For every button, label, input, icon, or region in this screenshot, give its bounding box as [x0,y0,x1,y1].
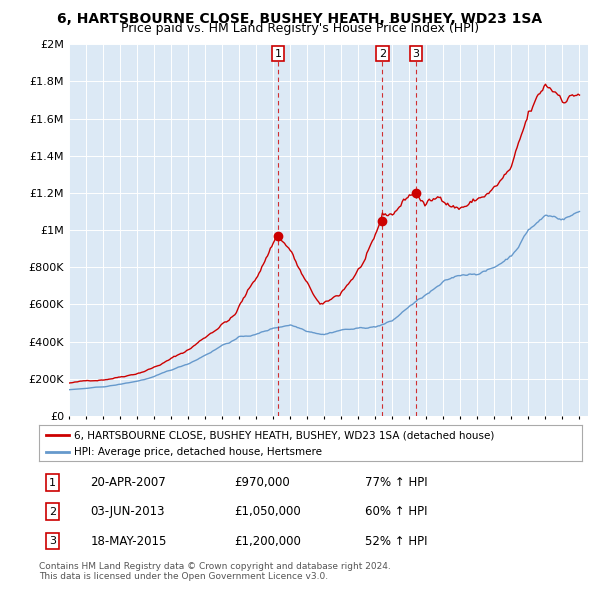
Text: HPI: Average price, detached house, Hertsmere: HPI: Average price, detached house, Hert… [74,447,322,457]
Text: 03-JUN-2013: 03-JUN-2013 [91,505,165,519]
Text: £970,000: £970,000 [235,476,290,489]
Text: 3: 3 [412,48,419,58]
Text: 77% ↑ HPI: 77% ↑ HPI [365,476,427,489]
Text: 52% ↑ HPI: 52% ↑ HPI [365,535,427,548]
Text: 18-MAY-2015: 18-MAY-2015 [91,535,167,548]
Text: Price paid vs. HM Land Registry's House Price Index (HPI): Price paid vs. HM Land Registry's House … [121,22,479,35]
Text: 6, HARTSBOURNE CLOSE, BUSHEY HEATH, BUSHEY, WD23 1SA: 6, HARTSBOURNE CLOSE, BUSHEY HEATH, BUSH… [58,12,542,26]
Text: £1,050,000: £1,050,000 [235,505,301,519]
Text: 1: 1 [49,477,56,487]
Text: 2: 2 [49,507,56,517]
Text: Contains HM Land Registry data © Crown copyright and database right 2024.
This d: Contains HM Land Registry data © Crown c… [39,562,391,581]
Text: 1: 1 [275,48,281,58]
Text: 20-APR-2007: 20-APR-2007 [91,476,166,489]
Text: £1,200,000: £1,200,000 [235,535,301,548]
Text: 60% ↑ HPI: 60% ↑ HPI [365,505,427,519]
Text: 3: 3 [49,536,56,546]
Text: 6, HARTSBOURNE CLOSE, BUSHEY HEATH, BUSHEY, WD23 1SA (detached house): 6, HARTSBOURNE CLOSE, BUSHEY HEATH, BUSH… [74,430,494,440]
Text: 2: 2 [379,48,386,58]
